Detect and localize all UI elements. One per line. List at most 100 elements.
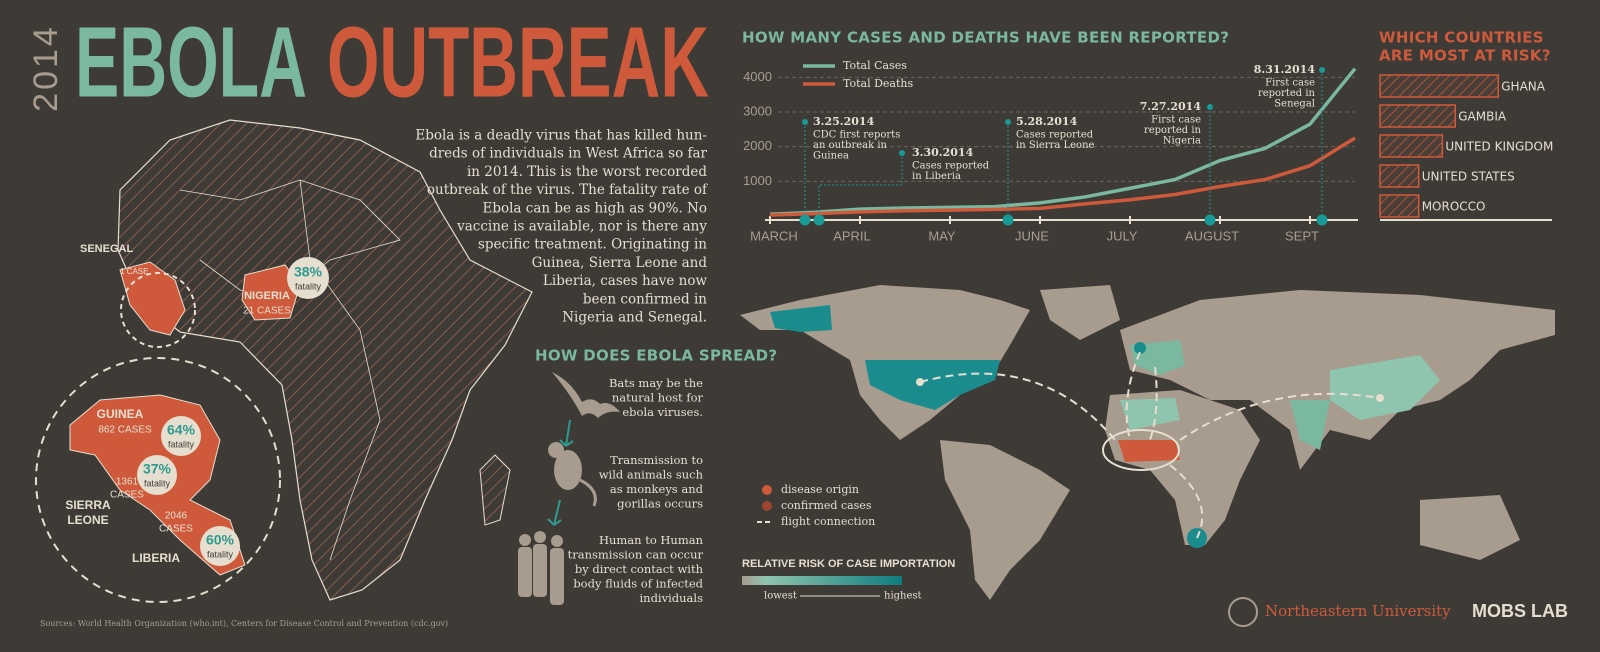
sierra-leone-cases: CASES bbox=[110, 490, 144, 501]
legend-label: confirmed cases bbox=[781, 499, 872, 512]
annotation-dot bbox=[802, 119, 808, 125]
annotation-text: CDC first reports bbox=[813, 130, 900, 141]
y-tick-label: 3000 bbox=[743, 103, 772, 118]
annotation-text: Senegal bbox=[1274, 99, 1315, 110]
intro-line: Ebola can be as high as 90%. No bbox=[482, 200, 707, 216]
annotation-text: First case bbox=[1265, 78, 1315, 89]
intro-line: outbreak of the virus. The fatality rate… bbox=[427, 182, 708, 198]
annotation-date: 3.30.2014 bbox=[912, 146, 974, 159]
spread-text: body fluids of infected bbox=[573, 577, 703, 591]
bar bbox=[1379, 164, 1420, 188]
legend-label: Total Cases bbox=[843, 59, 907, 72]
annotation-text: First case bbox=[1151, 115, 1201, 126]
guinea-cases: 862 CASES bbox=[98, 425, 152, 436]
senegal-label: SENEGAL bbox=[80, 243, 133, 255]
guinea-label: GUINEA bbox=[97, 407, 144, 421]
annotation-date: 3.25.2014 bbox=[813, 115, 875, 128]
annotation-dot bbox=[1005, 119, 1011, 125]
y-tick-label: 1000 bbox=[743, 173, 772, 188]
y-tick-label: 4000 bbox=[743, 69, 772, 84]
annotation-date: 5.28.2014 bbox=[1016, 115, 1078, 128]
spread-title: HOW DOES EBOLA SPREAD? bbox=[535, 347, 777, 365]
fatality-label: fatality bbox=[207, 549, 234, 559]
legend-label: Total Deaths bbox=[843, 77, 913, 90]
nigeria-label: NIGERIA bbox=[244, 290, 290, 302]
intro-line: Guinea, Sierra Leone and bbox=[532, 255, 708, 271]
annotation-text: reported in bbox=[1144, 125, 1202, 136]
bar bbox=[1379, 74, 1499, 98]
senegal-cases: 1 CASE bbox=[120, 267, 148, 276]
sources: Sources: World Health Organization (who.… bbox=[40, 619, 448, 628]
bar bbox=[1379, 104, 1456, 128]
x-tick-label: MAY bbox=[928, 228, 956, 243]
chart-title: WHICH COUNTRIES bbox=[1379, 29, 1544, 47]
fatality-label: fatality bbox=[295, 281, 322, 291]
sierra-leone-cases: 1361 bbox=[116, 477, 139, 488]
annotation-dot bbox=[899, 150, 905, 156]
bar bbox=[1379, 134, 1444, 158]
annotation-text: Nigeria bbox=[1163, 136, 1201, 147]
x-tick-label: JUNE bbox=[1015, 228, 1049, 243]
sierra-leone-label: SIERRA bbox=[65, 498, 111, 512]
spread-text: transmission can occur bbox=[568, 548, 704, 562]
legend-label: flight connection bbox=[781, 515, 875, 528]
intro-line: Ebola is a deadly virus that has killed … bbox=[415, 128, 707, 144]
liberia-fatality: 60% bbox=[206, 532, 235, 548]
y-tick-label: 2000 bbox=[743, 138, 772, 153]
chart-title: ARE MOST AT RISK? bbox=[1379, 47, 1551, 65]
x-tick-label: AUGUST bbox=[1185, 228, 1239, 243]
bar bbox=[1379, 194, 1420, 218]
annotation-text: Cases reported bbox=[1016, 130, 1094, 141]
world-map bbox=[740, 285, 1555, 600]
annotation-text: an outbreak in bbox=[813, 140, 888, 151]
university-logo bbox=[1228, 597, 1258, 627]
guinea-fatality: 64% bbox=[167, 422, 196, 438]
lab: MOBS LAB bbox=[1472, 601, 1568, 621]
legend-label: disease origin bbox=[781, 483, 859, 496]
sierra-leone-fatality: 37% bbox=[143, 461, 172, 477]
annotation-leader bbox=[818, 153, 903, 220]
annotation-marker bbox=[1002, 214, 1014, 226]
annotation-marker bbox=[1316, 214, 1328, 226]
nigeria-cases: 21 CASES bbox=[243, 306, 291, 317]
intro-line: in 2014. This is the worst recorded bbox=[467, 164, 707, 180]
series-line bbox=[769, 136, 1356, 217]
annotation-marker bbox=[1204, 214, 1216, 226]
risk-high: highest bbox=[884, 591, 922, 602]
spread-text: wild animals such bbox=[599, 468, 704, 482]
x-tick-label: APRIL bbox=[833, 228, 871, 243]
x-tick-label: JULY bbox=[1107, 228, 1138, 243]
fatality-label: fatality bbox=[168, 439, 195, 449]
intro-line: Nigeria and Senegal. bbox=[562, 310, 707, 326]
risk-title: RELATIVE RISK OF CASE IMPORTATION bbox=[742, 558, 955, 570]
spread-text: Human to Human bbox=[599, 533, 704, 547]
spread-text: gorillas occurs bbox=[617, 497, 703, 511]
series-line bbox=[769, 67, 1357, 217]
spread-text: as monkeys and bbox=[610, 482, 704, 496]
university: Northeastern University bbox=[1265, 602, 1451, 620]
annotation-text: reported in bbox=[1258, 88, 1316, 99]
fatality-label: fatality bbox=[144, 478, 171, 488]
year: 2014 bbox=[27, 24, 65, 112]
bar-label: GHANA bbox=[1501, 80, 1546, 94]
annotation-text: Cases reported bbox=[912, 161, 990, 172]
annotation-date: 7.27.2014 bbox=[1140, 100, 1202, 113]
title-part2: OUTBREAK bbox=[327, 6, 709, 118]
spread-text: natural host for bbox=[612, 391, 704, 405]
spread-text: ebola viruses. bbox=[622, 405, 703, 419]
africa-map bbox=[35, 119, 533, 603]
spread-text: Bats may be the bbox=[609, 376, 703, 390]
intro-line: vaccine is available, nor is there any bbox=[456, 219, 707, 235]
annotation-dot bbox=[1207, 104, 1213, 110]
risk-low: lowest bbox=[764, 591, 797, 602]
liberia-cases: CASES bbox=[159, 524, 193, 535]
liberia-label: LIBERIA bbox=[132, 551, 180, 565]
bar-label: UNITED KINGDOM bbox=[1445, 140, 1553, 154]
annotation-text: Guinea bbox=[813, 151, 849, 162]
x-tick-label: SEPT bbox=[1285, 228, 1319, 243]
spread-icons bbox=[518, 372, 620, 605]
intro-line: been confirmed in bbox=[583, 291, 707, 307]
bar-label: UNITED STATES bbox=[1422, 170, 1515, 184]
bar-label: MOROCCO bbox=[1422, 200, 1486, 214]
